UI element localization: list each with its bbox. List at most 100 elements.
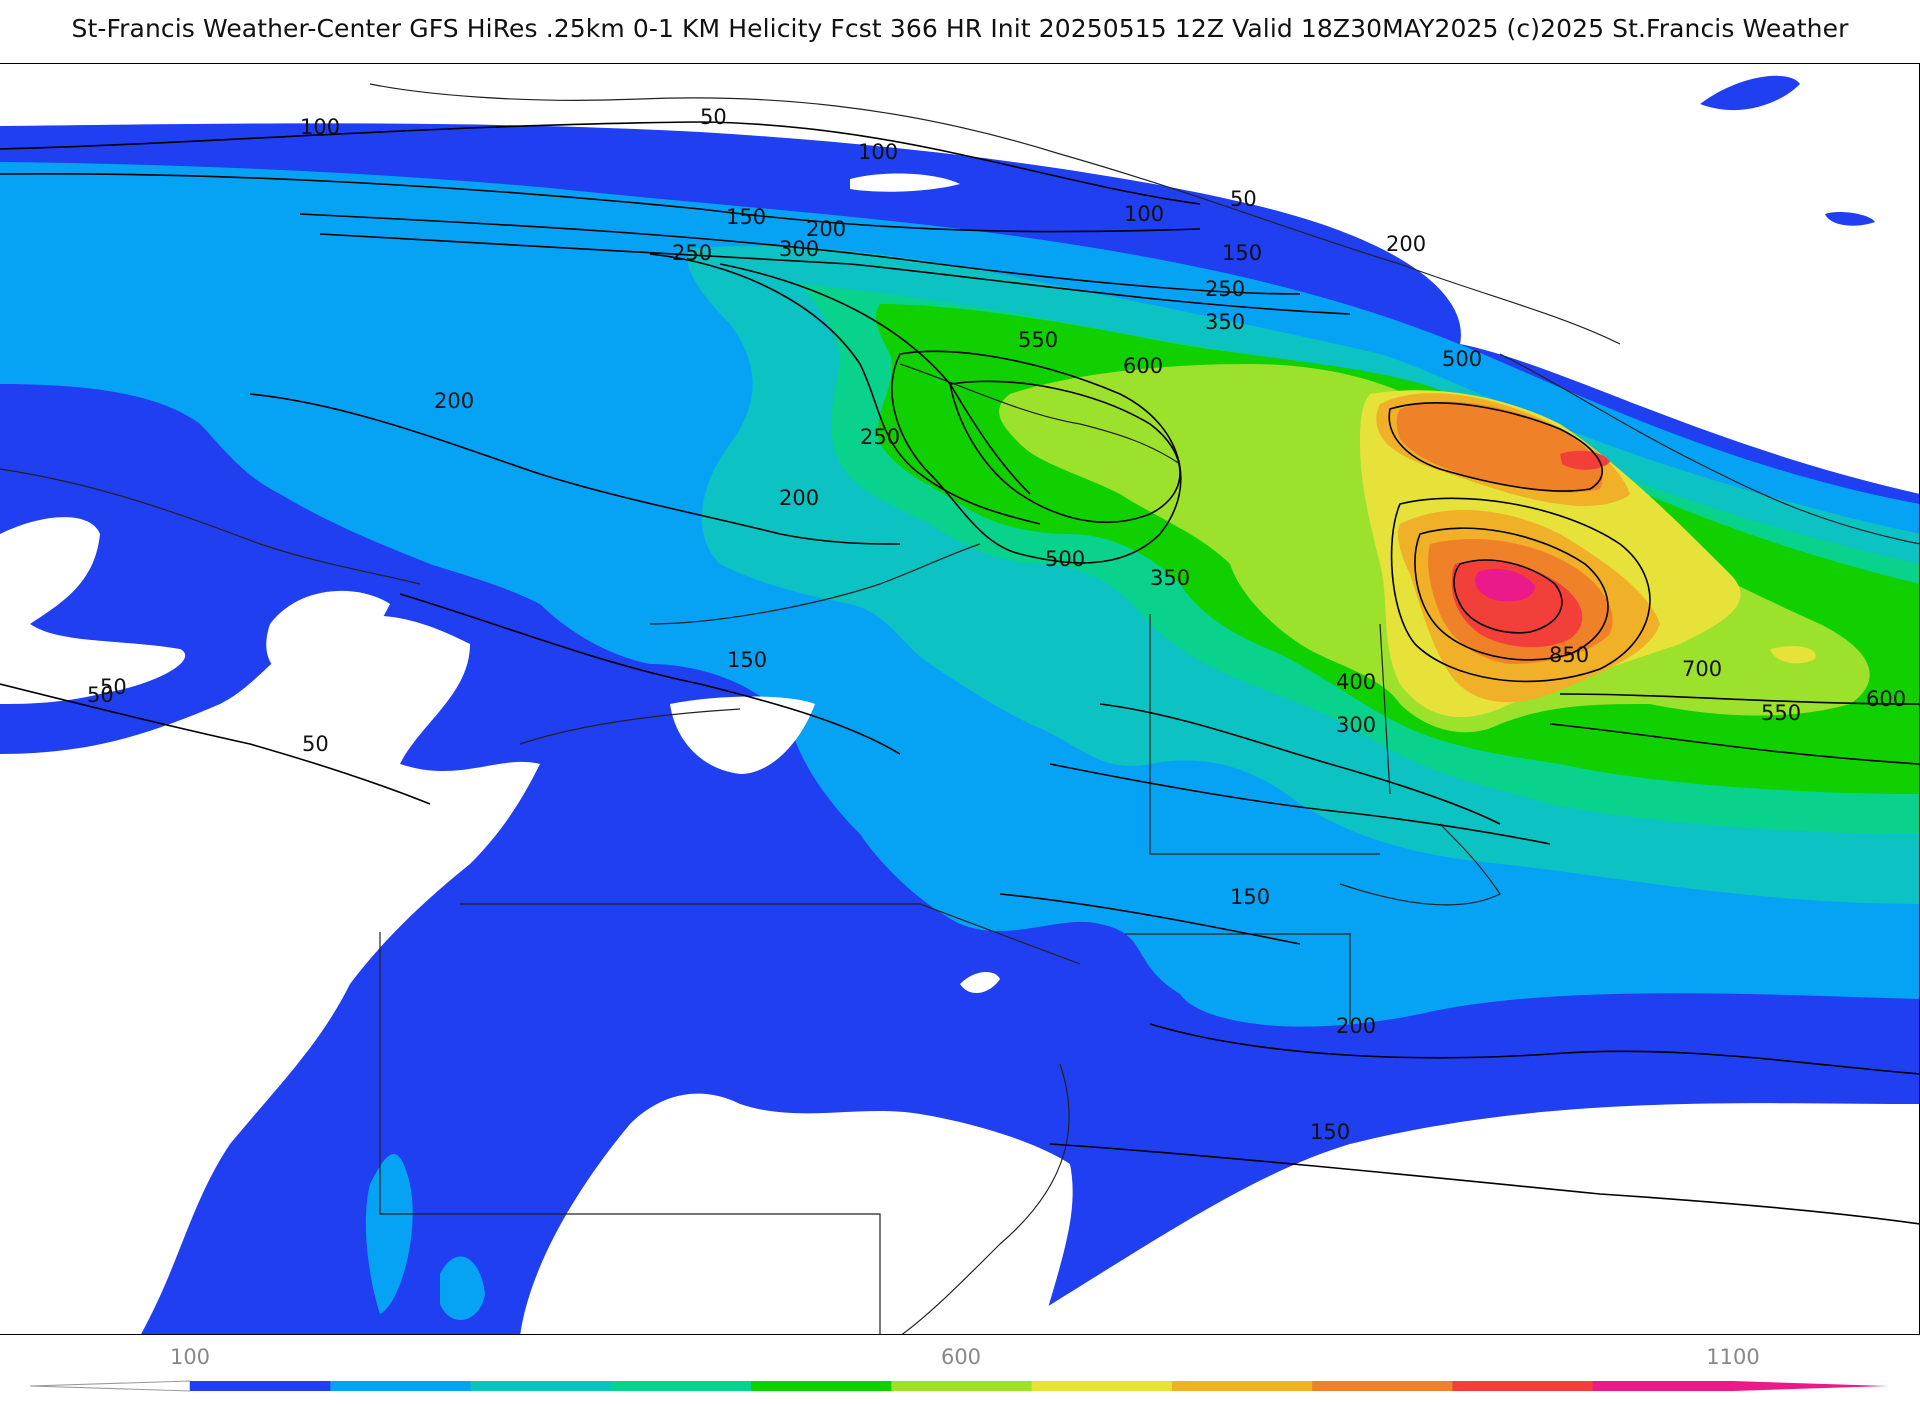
contour-550-loop [949,380,1181,523]
fill-band-950-n [1560,450,1610,470]
colorbar-swatch [1592,1381,1734,1391]
contour-label: 350 [1205,310,1245,334]
coastline-north [369,83,1621,345]
state-line-3 [1149,614,1380,855]
contour-label: 200 [806,217,846,241]
colorbar-swatch [330,1381,472,1391]
contour-label: 400 [1336,670,1376,694]
clear-area-nyc [960,972,1000,994]
colorbar-swatch [1452,1381,1594,1391]
contour-50-north [0,121,1201,205]
map-canvas: 50 100 50 100 150 200 250 300 100 50 150… [0,64,1919,1334]
contour-500-loop [891,350,1182,564]
contour-150-se [999,893,1301,945]
contour-label: 250 [860,425,900,449]
colorbar-swatch [891,1381,1033,1391]
contour-200-mid [249,393,901,545]
colorbar-tick-label: 600 [940,1345,982,1369]
state-line-2 [460,903,1081,965]
contour-label: 550 [1761,701,1801,725]
contour-label: 50 [87,683,114,707]
contour-label: 250 [672,241,712,265]
fill-band-1050 [1475,568,1535,602]
colorbar-tick-label: 1100 [1706,1345,1760,1369]
contour-label: 150 [726,205,766,229]
contour-label: 500 [1442,347,1482,371]
colorbar-svg [29,1380,1888,1392]
contour-label: 100 [300,115,340,139]
contour-label: 200 [1386,232,1426,256]
colorbar-right-triangle [1733,1381,1888,1391]
contour-600-east [1559,693,1919,705]
state-line-1 [379,932,881,1334]
contour-label: 550 [1018,328,1058,352]
contour-400-south [1099,703,1501,825]
contour-label: 850 [1549,643,1589,667]
coast-ne [1339,823,1501,906]
clear-area-west [0,517,186,704]
lake-ontario-shore [649,543,981,625]
contour-label: 250 [1205,277,1245,301]
colorbar-swatch [1171,1381,1313,1391]
fill-band-700-e [1770,646,1816,664]
lake-erie-shore [519,708,741,745]
contour-label: 300 [1336,713,1376,737]
contour-lines [0,121,1919,1225]
colorbar-left-triangle [29,1380,191,1392]
clear-area-erie [670,696,815,774]
contour-50-west [0,683,431,805]
contour-label: 350 [1150,566,1190,590]
fill-band-100-sw [365,1154,413,1314]
contour-label: 700 [1682,657,1722,681]
colorbar-tick-label: 100 [169,1345,211,1369]
contour-250-arc [649,253,1041,525]
fill-band-850-n [1396,401,1603,493]
colorbar-swatches [190,1381,1734,1391]
fill-band-50-ne [1825,211,1875,226]
contour-150-mid [399,593,901,755]
colorbar-swatch [1312,1381,1453,1391]
contour-150-north [299,213,1301,295]
contour-label: 200 [1336,1014,1376,1038]
contour-label: 150 [727,648,767,672]
colorbar-swatch [190,1381,331,1391]
contour-300-south [1049,763,1551,845]
contour-label: 100 [858,140,898,164]
colorbar-swatch [1031,1381,1173,1391]
contour-150-south [1049,1143,1919,1225]
contour-label: 150 [1310,1120,1350,1144]
contour-peak-north [1388,402,1603,492]
border-west [0,468,421,585]
contour-labels: 50 100 50 100 150 200 250 300 100 50 150… [87,105,1906,1144]
contour-label: 150 [1230,885,1270,909]
coastline-east [1499,353,1919,545]
coast-atlantic [901,1063,1070,1334]
colorbar: 100 600 1100 [0,1335,1920,1400]
contour-300-arc [719,263,1031,495]
fill-band-100-sw2 [440,1256,485,1321]
contour-550-east [1549,723,1919,765]
colorbar-swatch [610,1381,752,1391]
contour-label: 500 [1045,547,1085,571]
contour-label: 50 [302,732,329,756]
contour-label: 600 [1123,354,1163,378]
contour-peak-2 [1414,527,1609,661]
contour-label: 200 [434,389,474,413]
contour-label: 50 [1230,187,1257,211]
contour-label: 100 [1124,202,1164,226]
contour-peak-1 [1453,559,1563,634]
fill-band-50-north [1700,75,1800,111]
contour-label: 50 [700,105,727,129]
contour-peak-3 [1390,497,1651,683]
state-line-4 [1379,623,1391,795]
state-line-5 [1125,933,1351,1024]
contour-label: 200 [779,486,819,510]
colorbar-swatch [751,1381,892,1391]
contour-label: 600 [1866,687,1906,711]
contour-100-north [0,172,1201,233]
clear-area-ohio [266,590,390,684]
contour-label: 300 [779,237,819,261]
helicity-map: 50 100 50 100 150 200 250 300 100 50 150… [0,63,1920,1335]
contour-200-se [1149,1023,1919,1075]
clear-area-ontario [850,173,960,192]
